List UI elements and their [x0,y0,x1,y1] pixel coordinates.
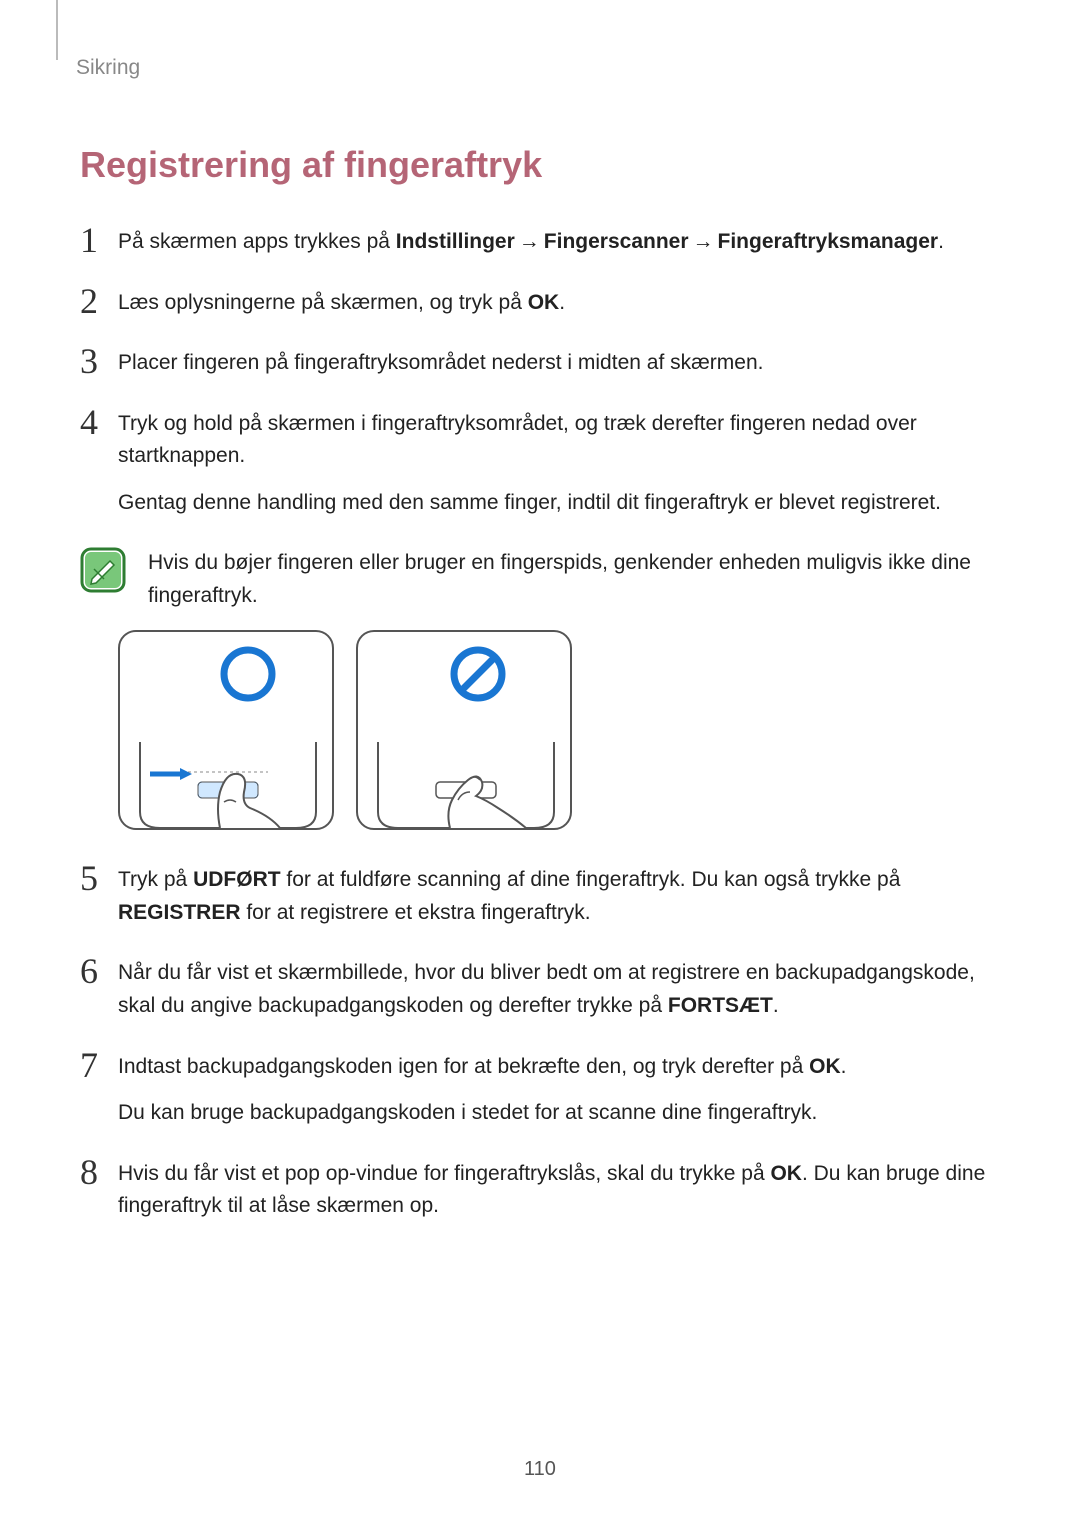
step-6: 6 Når du får vist et skærmbillede, hvor … [80,957,1000,1022]
header-rule [56,0,58,60]
text-run: Placer fingeren på fingeraftryksområdet … [118,351,763,374]
step-number: 7 [80,1047,118,1083]
step-number: 5 [80,860,118,896]
step-number: 8 [80,1154,118,1190]
text-run: . [559,291,565,314]
text-run: På skærmen apps trykkes på [118,230,396,253]
note-pen-icon [80,547,126,593]
text-bold: FORTSÆT [668,994,773,1017]
text-run: Gentag denne handling med den samme fing… [118,491,941,514]
note-text: Hvis du bøjer fingeren eller bruger en f… [148,547,1000,612]
text-run: Læs oplysningerne på skærmen, og tryk på [118,291,528,314]
figure-correct [118,630,334,830]
step-number: 6 [80,953,118,989]
text-run: . [938,230,944,253]
step-text: Hvis du får vist et pop op-vindue for fi… [118,1158,1000,1223]
steps-list-cont: 5 Tryk på UDFØRT for at fuldføre scannin… [80,864,1000,1222]
text-run: Tryk på [118,868,193,891]
step-number: 3 [80,343,118,379]
step-text: Når du får vist et skærmbillede, hvor du… [118,957,1000,1022]
step-body: Placer fingeren på fingeraftryksområdet … [118,347,1000,380]
manual-page: Sikring Registrering af fingeraftryk 1 P… [0,0,1080,1527]
step-text: Du kan bruge backupadgangskoden i stedet… [118,1097,1000,1130]
step-body: På skærmen apps trykkes på Indstillinger… [118,226,1000,259]
steps-list: 1 På skærmen apps trykkes på Indstilling… [80,226,1000,519]
text-bold: UDFØRT [193,868,281,891]
step-8: 8 Hvis du får vist et pop op-vindue for … [80,1158,1000,1223]
step-body: Tryk på UDFØRT for at fuldføre scanning … [118,864,1000,929]
text-bold: Fingerscanner [544,230,689,253]
step-text: Læs oplysningerne på skærmen, og tryk på… [118,287,1000,320]
text-run: . [773,994,779,1017]
text-bold: Fingeraftryksmanager [718,230,939,253]
step-body: Hvis du får vist et pop op-vindue for fi… [118,1158,1000,1223]
step-text: Tryk på UDFØRT for at fuldføre scanning … [118,864,1000,929]
step-number: 1 [80,222,118,258]
step-number: 2 [80,283,118,319]
step-body: Indtast backupadgangskoden igen for at b… [118,1051,1000,1130]
step-text: Indtast backupadgangskoden igen for at b… [118,1051,1000,1084]
text-run: Indtast backupadgangskoden igen for at b… [118,1055,809,1078]
text-run: for at registrere et ekstra fingeraftryk… [241,901,591,924]
text-run: Tryk og hold på skærmen i fingeraftrykso… [118,412,917,468]
step-text: På skærmen apps trykkes på Indstillinger… [118,226,1000,259]
step-4: 4 Tryk og hold på skærmen i fingeraftryk… [80,408,1000,520]
step-body: Læs oplysningerne på skærmen, og tryk på… [118,287,1000,320]
text-bold: REGISTRER [118,901,241,924]
step-text: Gentag denne handling med den samme fing… [118,487,1000,520]
text-run: Du kan bruge backupadgangskoden i stedet… [118,1101,817,1124]
text-run: . [841,1055,847,1078]
step-body: Når du får vist et skærmbillede, hvor du… [118,957,1000,1022]
note-callout: Hvis du bøjer fingeren eller bruger en f… [80,547,1000,612]
step-3: 3 Placer fingeren på fingeraftryksområde… [80,347,1000,380]
step-1: 1 På skærmen apps trykkes på Indstilling… [80,226,1000,259]
text-run: Hvis du får vist et pop op-vindue for fi… [118,1162,770,1185]
figure-row [118,630,1000,830]
step-text: Placer fingeren på fingeraftryksområdet … [118,347,1000,380]
text-bold: OK [809,1055,841,1078]
step-7: 7 Indtast backupadgangskoden igen for at… [80,1051,1000,1130]
figure-incorrect [356,630,572,830]
breadcrumb: Sikring [76,56,1000,80]
step-2: 2 Læs oplysningerne på skærmen, og tryk … [80,287,1000,320]
arrow-glyph: → [693,226,714,259]
page-number: 110 [0,1458,1080,1481]
text-run: Når du får vist et skærmbillede, hvor du… [118,961,975,1017]
text-bold: OK [770,1162,802,1185]
step-body: Tryk og hold på skærmen i fingeraftrykso… [118,408,1000,520]
text-bold: OK [528,291,560,314]
text-bold: Indstillinger [396,230,515,253]
text-run: for at fuldføre scanning af dine fingera… [281,868,901,891]
step-text: Tryk og hold på skærmen i fingeraftrykso… [118,408,1000,473]
arrow-glyph: → [519,226,540,259]
step-5: 5 Tryk på UDFØRT for at fuldføre scannin… [80,864,1000,929]
step-number: 4 [80,404,118,440]
page-title: Registrering af fingeraftryk [80,144,1000,186]
